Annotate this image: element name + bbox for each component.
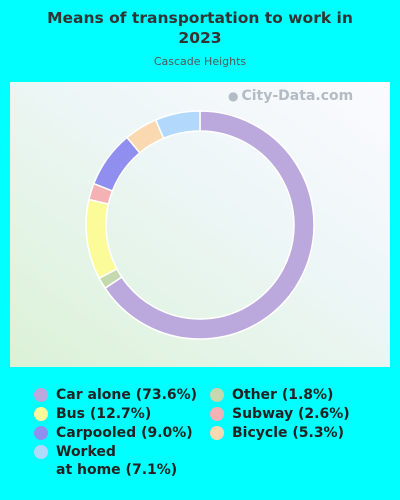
legend-label: Car alone (73.6%) <box>56 387 198 403</box>
legend-swatch <box>34 407 48 421</box>
slice-car-alone <box>104 110 315 340</box>
legend-item-car-alone: Car alone (73.6%) <box>34 386 197 404</box>
legend-label: Other (1.8%) <box>232 387 334 403</box>
legend-label: Bicycle (5.3%) <box>232 425 344 441</box>
legend-swatch <box>34 388 48 402</box>
legend-swatch <box>210 426 224 440</box>
legend-swatch <box>34 426 48 440</box>
legend-item-bicycle: Bicycle (5.3%) <box>210 424 344 442</box>
legend-item-other: Other (1.8%) <box>210 386 333 404</box>
legend-swatch <box>34 445 48 459</box>
legend-swatch <box>210 407 224 421</box>
legend-item-carpooled: Carpooled (9.0%) <box>34 424 193 442</box>
legend-label: Worked at home (7.1%) <box>56 444 178 478</box>
legend-label: Bus (12.7%) <box>56 406 152 422</box>
city-data-logo-icon: ● <box>228 89 239 103</box>
watermark-text: City-Data.com <box>241 88 354 104</box>
legend-item-bus: Bus (12.7%) <box>34 405 151 423</box>
slice-worked-at-home <box>154 110 201 140</box>
watermark: ● City-Data.com <box>228 88 353 104</box>
slice-bus <box>85 198 118 280</box>
legend-item-subway: Subway (2.6%) <box>210 405 350 423</box>
legend-item-worked-at-home: Worked at home (7.1%) <box>34 443 177 479</box>
legend-swatch <box>210 388 224 402</box>
chart-subtitle: Cascade Heights <box>153 55 247 68</box>
chart-title: Means of transportation to work in 2023 <box>47 9 353 47</box>
legend-label: Subway (2.6%) <box>232 406 350 422</box>
legend-label: Carpooled (9.0%) <box>56 425 193 441</box>
